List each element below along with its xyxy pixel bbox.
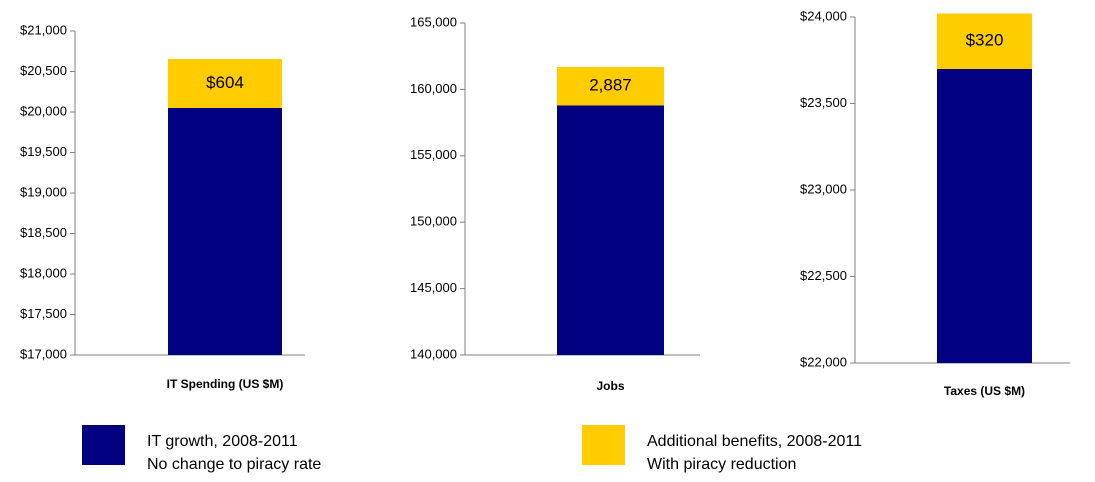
y-tick-label: 165,000 [410,14,457,29]
value-label: $604 [206,73,244,92]
y-tick-label: $19,000 [20,184,67,199]
x-axis-label: Jobs [596,379,624,393]
y-tick-label: $20,000 [20,103,67,118]
y-tick-label: $17,500 [20,306,67,321]
y-tick-label: 160,000 [410,81,457,96]
legend-swatch [582,425,625,465]
y-tick-label: $23,500 [800,95,847,110]
y-tick-label: 150,000 [410,214,457,229]
y-tick-label: 145,000 [410,280,457,295]
x-axis-label: IT Spending (US $M) [167,377,284,391]
y-tick-label: $22,500 [800,268,847,283]
value-label: $320 [966,31,1004,50]
y-tick-label: $18,000 [20,265,67,280]
bar-segment [557,66,664,106]
bar-segment [937,13,1032,69]
bar-segment [557,105,664,355]
legend-label: Additional benefits, 2008-2011 [647,433,862,450]
y-tick-label: 155,000 [410,147,457,162]
y-tick-label: $24,000 [800,8,847,23]
y-tick-label: $18,500 [20,225,67,240]
y-tick-label: $17,000 [20,346,67,361]
y-tick-label: $23,000 [800,181,847,196]
bar-segment [168,107,282,355]
legend-label: No change to piracy rate [147,456,321,473]
y-tick-label: 140,000 [410,346,457,361]
y-tick-label: $19,500 [20,144,67,159]
legend-label: IT growth, 2008-2011 [147,433,298,450]
value-label: 2,887 [589,76,632,95]
legend-swatch [82,425,125,465]
bar-segment [937,68,1032,364]
bar-segment [168,59,282,108]
y-tick-label: $21,000 [20,22,67,37]
x-axis-label: Taxes (US $M) [944,384,1025,398]
y-tick-label: $20,500 [20,63,67,78]
y-tick-label: $22,000 [800,354,847,369]
legend-label: With piracy reduction [647,456,796,473]
